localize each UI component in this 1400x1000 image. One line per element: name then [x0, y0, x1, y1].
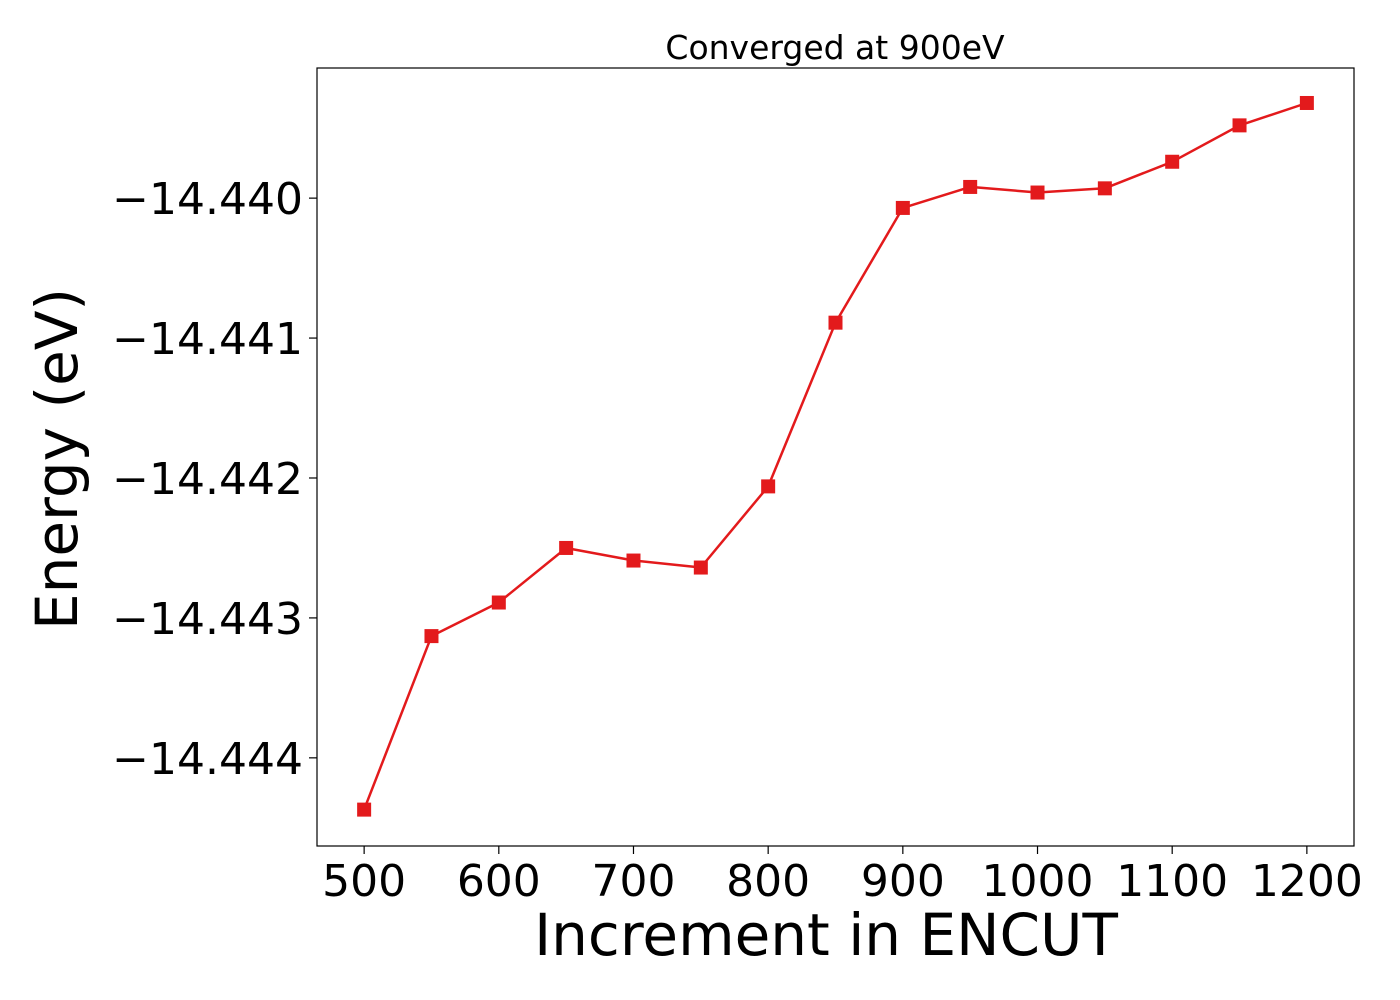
x-axis-title: Increment in ENCUT: [534, 901, 1118, 969]
data-point-marker: [828, 315, 843, 330]
data-point-marker: [357, 802, 372, 817]
data-point-marker: [1030, 185, 1045, 200]
x-tick-label: 1100: [1116, 856, 1228, 907]
plot-area: [316, 67, 1355, 847]
data-point-marker: [1299, 95, 1314, 110]
data-point-marker: [559, 540, 574, 555]
data-point-marker: [1165, 154, 1180, 169]
data-point-marker: [626, 553, 641, 568]
x-tick-label: 600: [457, 856, 541, 907]
data-series: [357, 95, 1314, 817]
y-tick-label: −14.442: [112, 454, 303, 505]
data-point-marker: [424, 629, 439, 644]
x-tick-label: 800: [726, 856, 810, 907]
x-tick-label: 700: [591, 856, 675, 907]
data-point-marker: [1232, 118, 1247, 133]
series-line: [362, 101, 1308, 811]
data-point-marker: [895, 200, 910, 215]
data-point-marker: [1097, 181, 1112, 196]
y-tick-label: −14.440: [112, 174, 303, 225]
x-tick-label: 1000: [982, 856, 1094, 907]
chart-title: Converged at 900eV: [665, 28, 1005, 67]
y-tick-label: −14.443: [112, 594, 303, 645]
data-point-marker: [963, 179, 978, 194]
y-tick-label: −14.444: [112, 734, 303, 785]
plot-frame: [316, 67, 1355, 847]
data-point-marker: [693, 560, 708, 575]
x-tick-label: 500: [322, 856, 406, 907]
axis-ticks: 500 600 700 800 900 1000 1100 1200 −14.444 −14.44…: [112, 174, 1363, 907]
y-tick-label: −14.441: [112, 314, 303, 365]
data-point-marker: [761, 479, 776, 494]
y-axis-title: Energy (eV): [23, 288, 91, 630]
data-point-marker: [491, 595, 506, 610]
x-tick-label: 1200: [1251, 856, 1363, 907]
x-tick-label: 900: [861, 856, 945, 907]
